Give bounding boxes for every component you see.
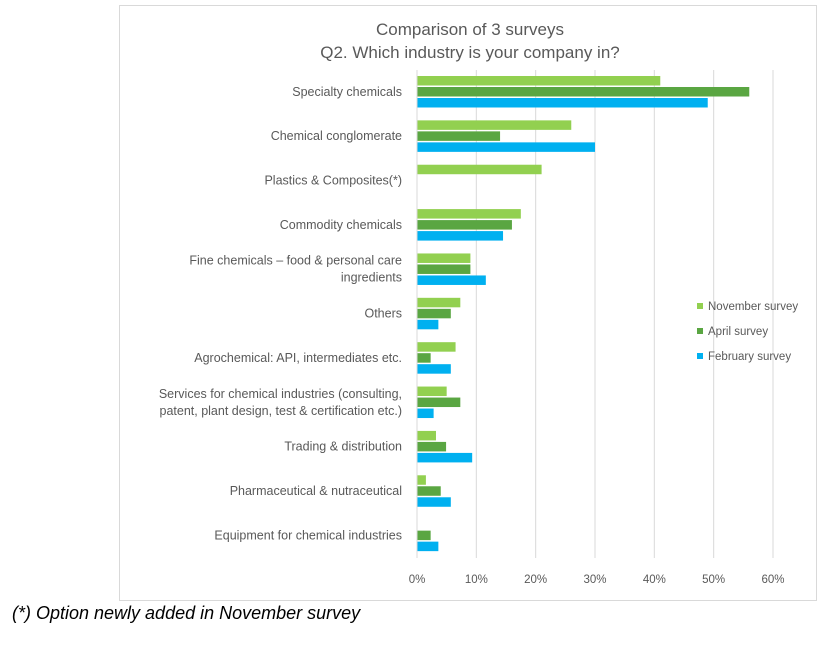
bar [417,319,439,330]
legend-swatch [697,328,703,334]
x-tick-label: 40% [643,574,666,586]
bar [417,231,504,241]
bar [417,76,661,86]
bar [417,264,471,274]
x-tick-label: 30% [583,574,606,586]
bar [417,98,708,108]
category-label: Fine chemicals – food & personal care [189,254,402,268]
category-label: Services for chemical industries (consul… [159,387,402,401]
x-tick-label: 60% [761,574,784,586]
bar [417,120,572,130]
bar [417,397,461,408]
category-label: Equipment for chemical industries [214,528,402,542]
bar [417,164,542,175]
category-label: Specialty chemicals [292,85,402,99]
category-label: Plastics & Composites(*) [264,173,402,187]
bar [417,364,451,374]
bar [417,275,486,285]
bar [417,209,521,219]
bar [417,530,431,541]
category-label: ingredients [341,271,402,285]
bar [417,541,439,552]
category-label: Trading & distribution [284,440,402,454]
x-tick-label: 50% [702,574,725,586]
category-label: Others [364,307,402,321]
legend-swatch [697,353,703,359]
bar [417,308,451,319]
category-label: Agrochemical: API, intermediates etc. [194,351,402,365]
x-tick-label: 10% [465,574,488,586]
bar [417,486,441,496]
bar [417,87,750,97]
bar-chart: Comparison of 3 surveys Q2. Which industr… [159,20,799,586]
chart-area: Comparison of 3 surveys Q2. Which industr… [119,5,817,601]
bar [417,131,501,141]
category-label: Commodity chemicals [280,218,402,232]
bar [417,430,436,441]
chart-title-line: Comparison of 3 surveys [376,20,564,39]
legend-label: April survey [708,326,768,338]
bar [417,297,461,308]
x-tick-label: 20% [524,574,547,586]
footnote: (*) Option newly added in November surve… [12,603,361,623]
legend-swatch [697,303,703,309]
category-label: Chemical conglomerate [271,129,402,143]
bar [417,253,471,263]
bar [417,475,426,485]
bar [417,497,451,507]
category-label: Pharmaceutical & nutraceutical [230,484,402,498]
bar [417,386,447,397]
bar [417,408,434,419]
bar [417,353,431,363]
x-tick-label: 0% [409,574,426,586]
bar [417,452,473,463]
legend-label: February survey [708,351,791,363]
bar [417,142,595,152]
legend-label: November survey [708,301,798,313]
category-label: patent, plant design, test & certificati… [160,404,403,418]
chart-title-line: Q2. Which industry is your company in? [320,43,620,62]
bar [417,441,447,452]
bar [417,342,456,352]
bar [417,220,512,230]
